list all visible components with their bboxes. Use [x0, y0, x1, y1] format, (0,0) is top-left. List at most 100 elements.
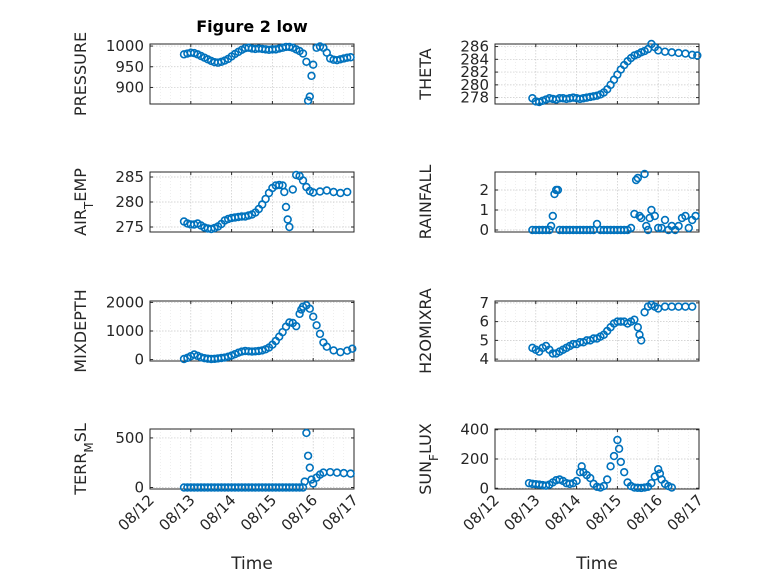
data-point [283, 215, 292, 224]
subplot-pressure: 900 950 1000 PRESSURE Figure 2 low [71, 17, 355, 116]
data-point [302, 428, 311, 438]
data-point [541, 225, 551, 235]
data-point [643, 225, 653, 235]
series-markers [179, 428, 355, 492]
series-markers [528, 300, 697, 358]
data-point [647, 478, 656, 488]
y-tick-label: 280 [460, 76, 489, 94]
data-point [322, 342, 331, 351]
x-tick-label: 08/13 [500, 491, 543, 534]
data-point [307, 71, 316, 81]
data-point [303, 451, 313, 460]
series-markers [179, 301, 357, 364]
data-point [261, 194, 270, 204]
data-point [687, 302, 697, 311]
y-tick-label: 0 [134, 351, 144, 369]
data-point [606, 462, 615, 471]
data-point [281, 202, 291, 212]
data-point [599, 481, 608, 491]
data-point [636, 336, 646, 345]
x-tick-label: 08/16 [623, 491, 666, 534]
data-point [613, 435, 622, 445]
y-tick-label: 950 [115, 58, 144, 76]
x-tick-label: 08/15 [582, 491, 625, 534]
y-tick-label: 2 [479, 181, 489, 199]
y-axis-label-subscript: M [82, 442, 96, 452]
data-point [650, 211, 659, 221]
y-axis-label: TERRMSL [71, 423, 96, 496]
data-point [348, 344, 357, 353]
y-axis-label: SUNFLUX [416, 423, 441, 495]
y-tick-label: 5 [479, 331, 489, 349]
data-point [684, 223, 693, 233]
x-tick-label: 08/12 [460, 491, 503, 534]
data-point [275, 180, 284, 190]
data-point [346, 53, 355, 62]
data-point [674, 221, 683, 231]
data-point [315, 329, 325, 339]
data-point [295, 483, 304, 492]
y-tick-label: 2000 [106, 293, 144, 311]
data-point [619, 467, 629, 477]
y-axis-label: RAINFALL [416, 165, 435, 240]
series-markers [528, 169, 700, 235]
subplot-rainfall: 0 1 2 RAINFALL [416, 165, 700, 240]
data-point [572, 476, 581, 486]
data-point [302, 57, 311, 66]
y-tick-label: 4 [479, 350, 489, 368]
y-tick-label: 280 [115, 193, 144, 211]
x-tick-label: 08/17 [319, 491, 362, 534]
data-point [280, 187, 289, 197]
y-tick-label: 7 [479, 294, 489, 312]
data-point [640, 483, 649, 492]
data-point [592, 219, 602, 229]
data-point [660, 215, 670, 225]
data-point [305, 92, 314, 101]
y-tick-label: 1000 [106, 37, 144, 55]
data-point [653, 223, 663, 233]
x-tick-label: 08/12 [115, 491, 158, 534]
data-point [681, 211, 690, 221]
data-point [693, 51, 702, 60]
y-tick-label: 1000 [106, 322, 144, 340]
data-point [636, 213, 646, 223]
y-axis-label: AIRTEMP [71, 168, 96, 236]
data-point [305, 463, 314, 472]
data-point [616, 457, 625, 467]
data-point [285, 318, 294, 327]
data-point [565, 479, 574, 489]
series-markers [524, 435, 676, 493]
data-point [343, 187, 352, 197]
data-point [630, 209, 639, 219]
data-point [312, 321, 321, 330]
x-tick-label: 08/14 [541, 491, 584, 534]
data-point [285, 222, 294, 232]
data-point [546, 221, 556, 231]
axes-border [149, 43, 355, 105]
subplot-mixdepth: 0 1000 2000 MIXDEPTH [71, 289, 357, 373]
data-point [346, 469, 355, 478]
data-point [292, 321, 301, 331]
data-point [309, 479, 318, 488]
y-tick-label: 282 [460, 63, 489, 81]
axes-border [494, 300, 700, 362]
y-axis-label: PRESSURE [71, 32, 90, 116]
y-tick-label: 284 [460, 50, 489, 68]
y-axis-label: MIXDEPTH [71, 289, 90, 372]
data-point [630, 315, 639, 324]
data-point [585, 225, 595, 235]
data-point [285, 42, 294, 52]
data-point [553, 185, 563, 195]
data-point [633, 173, 642, 183]
y-axis-label-suffix: SL [71, 423, 90, 442]
data-point [343, 53, 352, 62]
y-axis-label-suffix: EMP [71, 168, 90, 202]
y-tick-label: 1 [479, 201, 489, 219]
data-point [640, 169, 649, 179]
y-axis-label-subscript: T [82, 201, 96, 210]
x-tick-label: 08/15 [237, 491, 280, 534]
